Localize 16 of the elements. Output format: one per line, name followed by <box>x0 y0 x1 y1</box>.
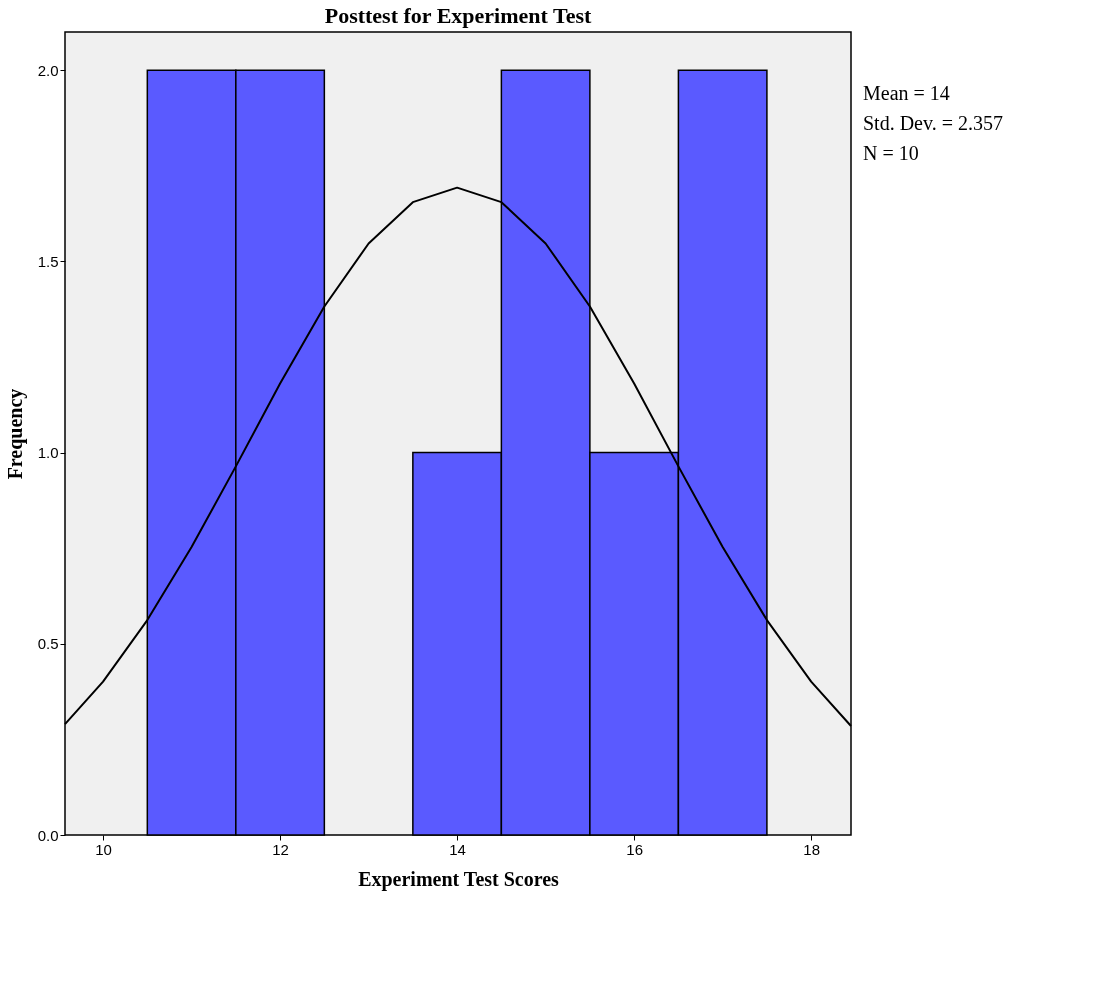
y-axis-title: Frequency <box>3 388 27 480</box>
y-tick-label: 1.0 <box>37 444 59 462</box>
y-tick-label: 2.0 <box>37 61 59 79</box>
x-tick-label: 14 <box>449 840 466 858</box>
text: Mean = 14 <box>863 82 950 104</box>
chart-title: Posttest for Experiment Test <box>324 3 592 28</box>
text: N = 10 <box>863 142 919 164</box>
x-tick-label: 12 <box>272 840 289 858</box>
text: Std. Dev. = 2.357 <box>863 112 1003 134</box>
x-tick-label: 18 <box>803 840 821 858</box>
y-tick-label: 0.5 <box>37 635 59 653</box>
x-axis-title: Experiment Test Scores <box>358 867 560 891</box>
x-tick-label: 16 <box>626 840 643 858</box>
x-tick-label: 10 <box>95 840 112 858</box>
y-tick-label: 0.0 <box>37 826 59 844</box>
y-tick-label: 1.5 <box>37 252 59 270</box>
